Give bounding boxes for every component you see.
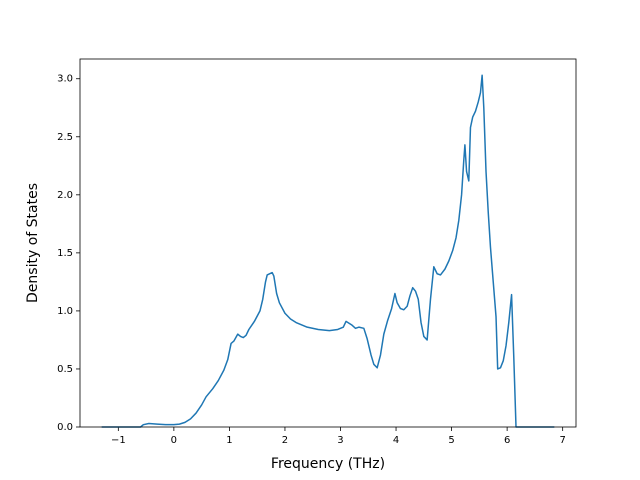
y-tick-label: 0.0	[57, 422, 73, 433]
x-tick-label: 2	[282, 435, 288, 446]
x-tick-label: 1	[226, 435, 232, 446]
x-axis-label: Frequency (THz)	[271, 456, 385, 472]
y-tick-label: 0.5	[57, 364, 73, 375]
x-tick-label: 5	[448, 435, 454, 446]
y-tick-label: 1.5	[57, 248, 73, 259]
x-tick-label: 0	[171, 435, 177, 446]
plot-frame	[79, 58, 577, 428]
y-tick-label: 3.0	[57, 74, 73, 85]
x-tick-label: 6	[504, 435, 510, 446]
x-tick-label: 3	[337, 435, 343, 446]
y-tick-label: 1.0	[57, 306, 73, 317]
x-tick-label: −1	[111, 435, 126, 446]
y-tick-label: 2.5	[57, 132, 73, 143]
y-tick-label: 2.0	[57, 190, 73, 201]
x-tick-label: 7	[559, 435, 565, 446]
line	[101, 74, 555, 428]
x-tick-label: 4	[393, 435, 399, 446]
y-axis-label: Density of States	[25, 183, 41, 303]
